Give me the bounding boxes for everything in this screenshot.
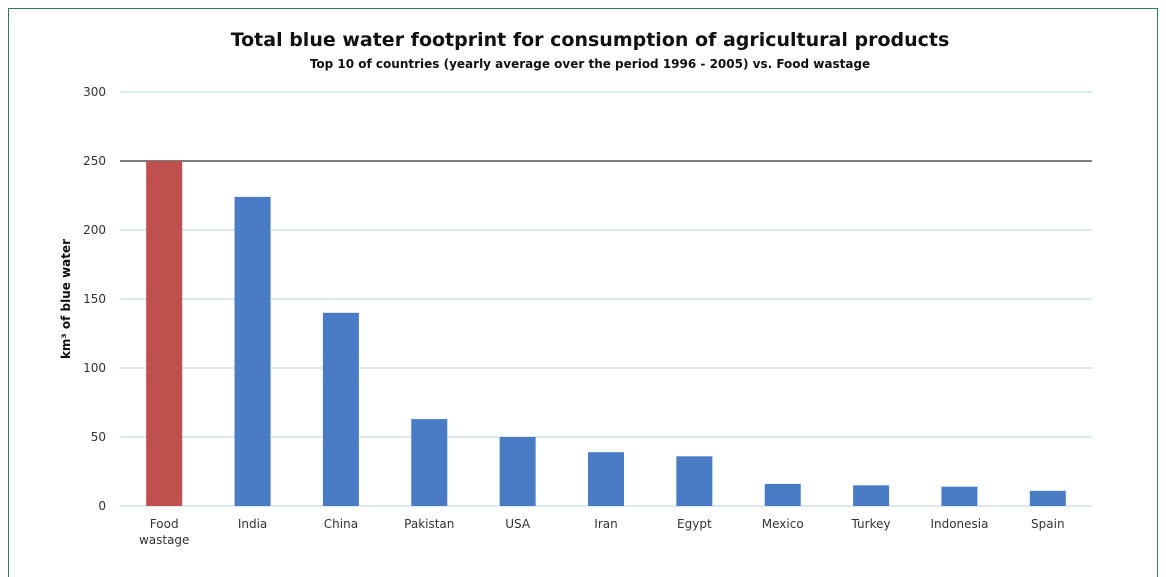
bar <box>322 312 359 506</box>
y-ticks: 0 50 100 150 200 250 300 <box>83 85 106 513</box>
bar <box>764 483 801 506</box>
x-tick-label: wastage <box>139 533 189 547</box>
bar <box>411 419 448 506</box>
chart-title: Total blue water footprint for consumpti… <box>231 29 950 51</box>
x-tick-label: Turkey <box>851 517 891 531</box>
y-axis-label: km³ of blue water <box>59 239 73 359</box>
bar <box>146 161 183 506</box>
x-tick-label: Food <box>150 517 179 531</box>
bar <box>853 485 890 506</box>
bar <box>234 196 271 506</box>
x-tick-label: Egypt <box>677 517 712 531</box>
y-tick-label: 250 <box>83 154 106 168</box>
bar <box>499 437 536 506</box>
x-tick-label: Mexico <box>762 517 804 531</box>
x-tick-label: Pakistan <box>404 517 454 531</box>
bar <box>676 456 713 506</box>
bar <box>588 452 624 506</box>
x-tick-label: USA <box>505 517 531 531</box>
x-tick-label: China <box>324 517 358 531</box>
x-tick-label: Iran <box>594 517 617 531</box>
y-tick-label: 100 <box>83 361 106 375</box>
y-tick-label: 300 <box>83 85 106 99</box>
chart-frame <box>8 8 1158 577</box>
x-tick-label: Spain <box>1031 517 1065 531</box>
y-tick-label: 150 <box>83 292 106 306</box>
x-ticks: Food wastage India China Pakistan USA Iran Egyp… <box>139 517 1065 547</box>
gridlines <box>120 91 1092 507</box>
y-tick-label: 50 <box>91 430 106 444</box>
y-tick-label: 200 <box>83 223 106 237</box>
x-tick-label: India <box>238 517 267 531</box>
bar <box>941 486 978 506</box>
bars <box>146 161 1066 506</box>
x-tick-label: Indonesia <box>930 517 988 531</box>
chart-subtitle: Top 10 of countries (yearly average over… <box>310 57 870 71</box>
y-tick-label: 0 <box>98 499 106 513</box>
bar <box>1029 490 1066 506</box>
